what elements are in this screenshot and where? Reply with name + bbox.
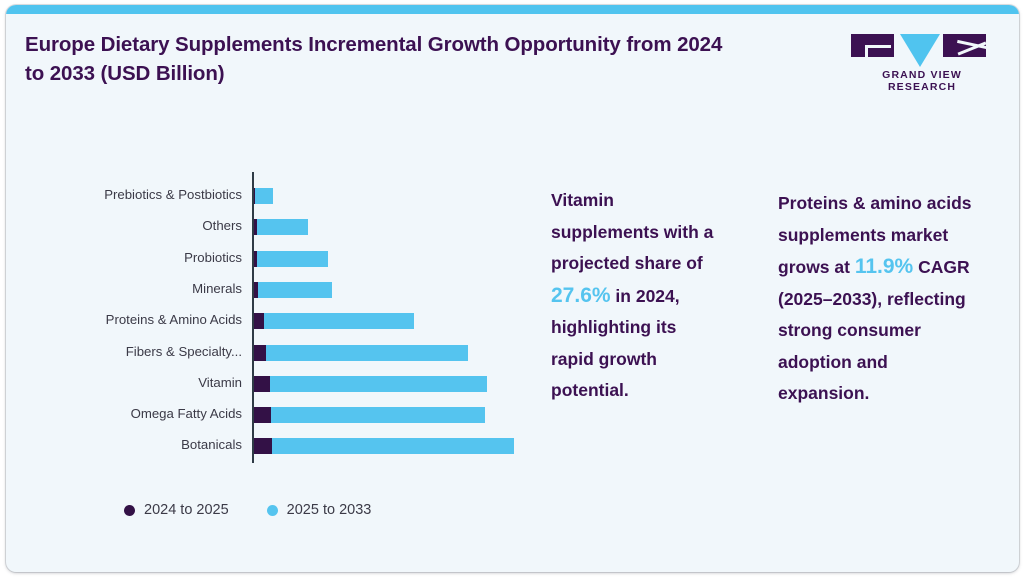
- bar-segment-2025-to-2033[interactable]: [270, 407, 485, 424]
- bar-segment-2024-to-2025[interactable]: [253, 375, 270, 392]
- bar-segment-2024-to-2025[interactable]: [253, 438, 273, 455]
- bar-segment-2024-to-2025[interactable]: [253, 313, 264, 330]
- logo-letter-g-icon: [851, 34, 894, 57]
- page-title: Europe Dietary Supplements Incremental G…: [25, 33, 723, 85]
- legend-label: 2024 to 2025: [144, 502, 229, 518]
- category-label: Botanicals: [181, 437, 242, 453]
- logo-letter-r-icon: [943, 34, 986, 57]
- category-label: Others: [202, 218, 242, 234]
- bar-row[interactable]: [253, 188, 273, 204]
- bar-segment-2025-to-2033[interactable]: [272, 438, 514, 455]
- bar-row[interactable]: [253, 375, 487, 392]
- value-axis-line: [252, 172, 254, 463]
- bar-segment-2025-to-2033[interactable]: [254, 188, 273, 204]
- category-label: Vitamin: [198, 374, 242, 390]
- insight-2-highlight: 11.9%: [854, 255, 914, 278]
- logo-marks: [843, 32, 995, 67]
- bar-segment-2025-to-2033[interactable]: [265, 344, 468, 361]
- bar-segment-2025-to-2033[interactable]: [256, 250, 328, 267]
- bar-segment-2024-to-2025[interactable]: [253, 344, 266, 361]
- bar-row[interactable]: [253, 219, 308, 236]
- category-axis-labels: Prebiotics & Postbiotics Others Probiotics…: [6, 165, 249, 465]
- bar-row[interactable]: [253, 438, 514, 455]
- bar-series-container: [253, 165, 546, 465]
- bar-segment-2024-to-2025[interactable]: [253, 250, 257, 267]
- bar-segment-2024-to-2025[interactable]: [253, 219, 257, 236]
- bar-segment-2024-to-2025[interactable]: [253, 407, 271, 424]
- legend-item-2024-to-2025[interactable]: 2024 to 2025: [124, 502, 229, 518]
- insight-2-text-before: Proteins & amino acids supplements marke…: [778, 193, 972, 277]
- insight-1-text-after: in 2024, highlighting its rapid growth p…: [551, 285, 680, 401]
- legend-circle-marker-icon: [266, 504, 278, 516]
- bar-segment-2024-to-2025[interactable]: [253, 281, 258, 298]
- legend-label: 2025 to 2033: [286, 502, 372, 518]
- chart-card: Europe Dietary Supplements Incremental G…: [6, 5, 1019, 572]
- chart-legend: 2024 to 2025 2025 to 2033: [124, 502, 371, 518]
- bar-chart: Prebiotics & Postbiotics Others Probiotics…: [6, 165, 546, 465]
- bar-row[interactable]: [253, 344, 468, 361]
- category-label: Probiotics: [184, 249, 242, 265]
- logo-wordmark: GRAND VIEW RESEARCH: [882, 69, 962, 93]
- bar-segment-2025-to-2033[interactable]: [257, 281, 332, 298]
- bar-segment-2025-to-2033[interactable]: [263, 313, 414, 330]
- legend-item-2025-to-2033[interactable]: 2025 to 2033: [266, 502, 372, 518]
- vitamin-share-insight: Vitamin supplements with a projected sha…: [551, 185, 721, 407]
- bar-segment-2024-to-2025[interactable]: [253, 188, 255, 204]
- bar-segment-2025-to-2033[interactable]: [269, 375, 487, 392]
- bar-row[interactable]: [253, 250, 328, 267]
- insight-1-highlight: 27.6%: [551, 283, 611, 307]
- category-label: Prebiotics & Postbiotics: [104, 187, 242, 202]
- insight-2-text-after: CAGR (2025–2033), reflecting strong cons…: [778, 257, 970, 403]
- top-accent-bar: [6, 5, 1019, 14]
- category-label: Minerals: [192, 280, 242, 296]
- proteins-cagr-insight: Proteins & amino acids supplements marke…: [778, 188, 981, 410]
- grand-view-research-logo: GRAND VIEW RESEARCH: [843, 32, 995, 93]
- category-label: Fibers & Specialty...: [125, 343, 242, 359]
- insight-1-text-before: Vitamin supplements with a projected sha…: [551, 190, 714, 273]
- category-label: Omega Fatty Acids: [130, 406, 242, 422]
- category-label: Proteins & Amino Acids: [105, 312, 242, 328]
- chart-header: Europe Dietary Supplements Incremental G…: [6, 14, 1019, 106]
- bar-segment-2025-to-2033[interactable]: [256, 219, 308, 236]
- logo-letter-v-icon: [900, 34, 940, 67]
- bar-row[interactable]: [253, 313, 414, 330]
- bar-row[interactable]: [253, 281, 332, 298]
- legend-circle-marker-icon: [124, 504, 135, 516]
- bar-row[interactable]: [253, 407, 485, 424]
